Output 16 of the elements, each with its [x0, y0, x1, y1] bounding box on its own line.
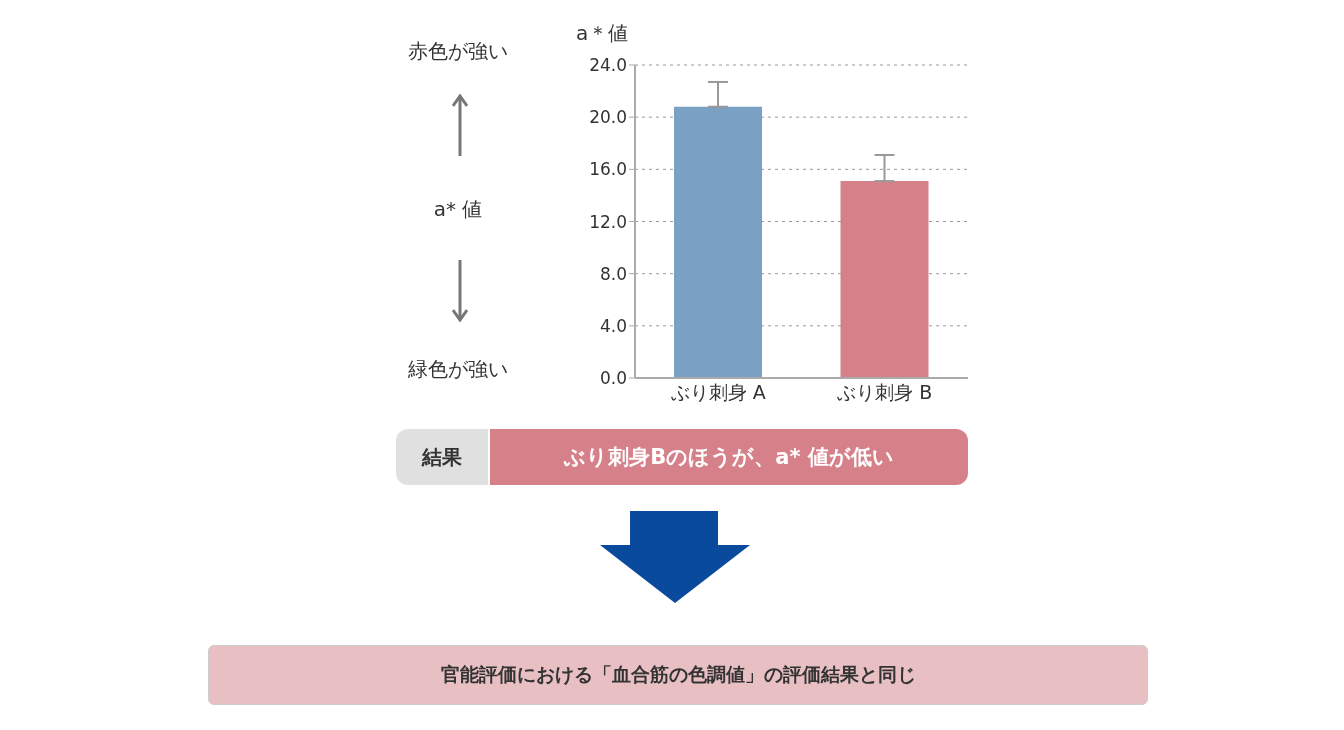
y-tick-label: 8.0	[599, 263, 627, 284]
x-tick-label: ぶり刺身 A	[670, 381, 766, 404]
text: 赤色が強い	[407, 38, 509, 65]
x-tick-label: ぶり刺身 B	[837, 381, 933, 404]
y-axis-title: a＊値	[576, 20, 629, 47]
text: a* 値	[432, 196, 484, 223]
y-tick-label: 12.0	[589, 211, 627, 232]
text: 緑色が強い	[407, 356, 509, 383]
y-tick-label: 0.0	[599, 368, 627, 389]
text: ぶり刺身Bのほうが、a* 値が低い	[490, 429, 968, 485]
y-tick-label: 16.0	[589, 159, 627, 180]
y-tick-label: 20.0	[589, 107, 627, 128]
y-tick-label: 4.0	[599, 315, 627, 336]
y-tick-label: 24.0	[589, 55, 627, 76]
text: 結果	[396, 429, 488, 485]
text: 官能評価における「血合筋の色調値」の評価結果と同じ	[208, 645, 1148, 705]
